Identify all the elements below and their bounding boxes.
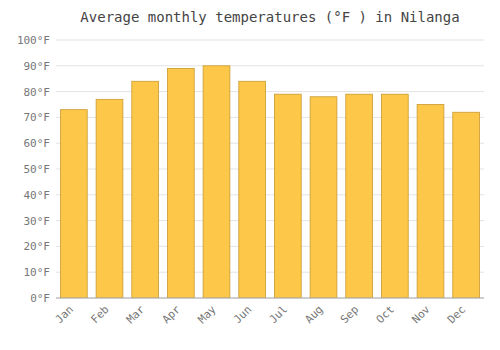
x-tick-label: Nov: [409, 303, 433, 327]
bar: [310, 97, 337, 298]
bar: [132, 81, 159, 298]
bar: [96, 99, 123, 298]
x-tick-label: Jan: [53, 303, 76, 326]
bar: [167, 68, 194, 298]
bar: [453, 112, 480, 298]
grid-line: [56, 91, 484, 92]
y-tick-label: 10°F: [24, 266, 51, 279]
grid-line: [56, 65, 484, 66]
y-tick-label: 20°F: [24, 240, 51, 253]
bars: [60, 66, 479, 298]
x-tick-label: May: [195, 303, 219, 327]
x-tick-label: Jul: [267, 303, 290, 326]
bar: [239, 81, 266, 298]
bar: [203, 66, 230, 298]
y-tick-label: 50°F: [24, 163, 51, 176]
x-tick-label: Sep: [338, 303, 361, 326]
title: Average monthly temperatures (°F ) in Ni…: [80, 9, 459, 25]
bar: [381, 94, 408, 298]
x-axis-line: [56, 298, 484, 299]
bar: [60, 110, 87, 298]
x-tick-label: Dec: [445, 303, 468, 326]
bar: [417, 105, 444, 299]
y-tick-label: 90°F: [24, 60, 51, 73]
y-tick-label: 80°F: [24, 86, 51, 99]
grid-line: [56, 40, 484, 41]
y-tick-label: 100°F: [17, 34, 50, 47]
y-tick-label: 40°F: [24, 189, 51, 202]
x-tick-label: Oct: [374, 303, 397, 326]
x-tick-label: Jun: [231, 303, 254, 326]
x-tick-label: Apr: [160, 303, 184, 327]
y-tick-label: 60°F: [24, 137, 51, 150]
y-tick-label: 30°F: [24, 215, 51, 228]
bar: [274, 94, 301, 298]
x-tick-label: Feb: [88, 303, 111, 326]
x-tick-label: Mar: [124, 303, 148, 327]
chart: Average monthly temperatures (°F ) in Ni…: [0, 0, 500, 350]
bar: [346, 94, 373, 298]
y-tick-label: 70°F: [24, 111, 51, 124]
grid-line: [56, 298, 484, 299]
x-tick-label: Aug: [302, 303, 325, 326]
y-tick-label: 0°F: [30, 292, 50, 305]
